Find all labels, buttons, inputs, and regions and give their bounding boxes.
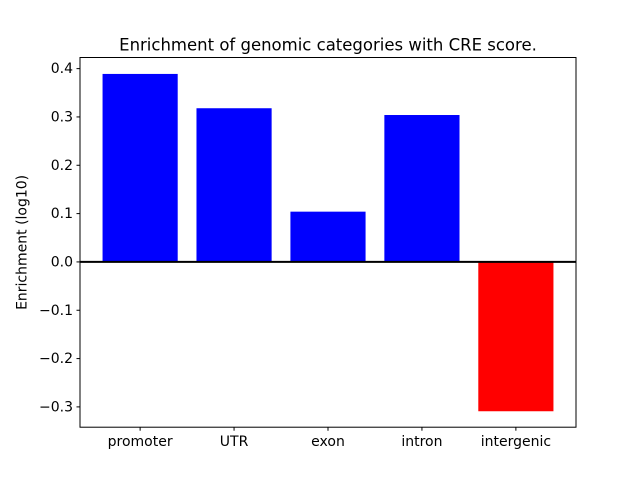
x-tick-label-UTR: UTR xyxy=(220,434,249,450)
chart-title: Enrichment of genomic categories with CR… xyxy=(119,36,537,55)
bar-intron xyxy=(384,115,460,262)
x-tick-label-exon: exon xyxy=(311,434,345,450)
x-tick-label-intron: intron xyxy=(401,434,442,450)
bar-exon xyxy=(290,211,366,262)
y-tick-label: 0.4 xyxy=(51,61,73,77)
bar-promoter xyxy=(102,73,178,262)
y-tick-label: 0.2 xyxy=(51,158,73,174)
bar-UTR xyxy=(196,108,272,262)
y-tick-label: 0.0 xyxy=(51,254,73,270)
y-axis-label: Enrichment (log10) xyxy=(15,175,31,310)
y-tick-label: −0.2 xyxy=(39,351,73,367)
y-tick-label: −0.1 xyxy=(39,303,73,319)
y-tick-label: −0.3 xyxy=(39,399,73,415)
plot-area: −0.3 −0.2 −0.1 0.0 0.1 0.2 0.3 0.4 promoter UTR ex… xyxy=(39,57,577,450)
y-tick-label: 0.3 xyxy=(51,109,73,125)
bar-intergenic xyxy=(478,261,554,412)
x-tick-label-intergenic: intergenic xyxy=(481,434,551,450)
x-tick-label-promoter: promoter xyxy=(108,434,173,450)
y-tick-label: 0.1 xyxy=(51,206,73,222)
